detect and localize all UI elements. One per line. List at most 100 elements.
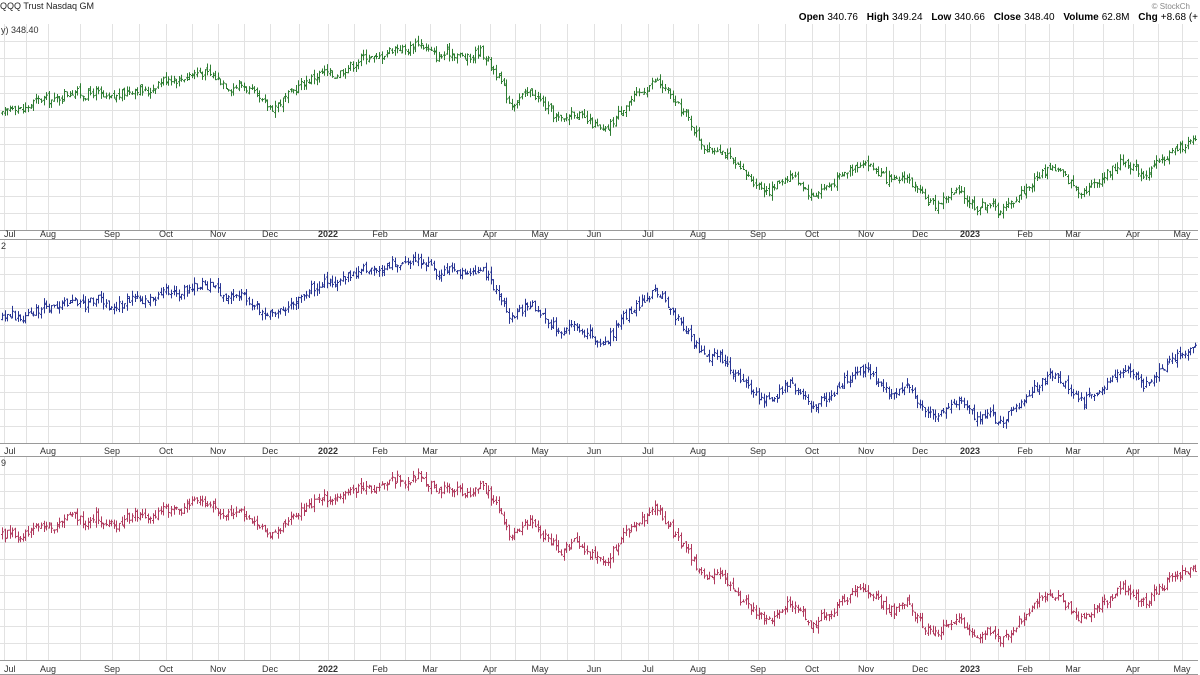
ohlc-bar [706,144,709,153]
ohlc-bar [539,309,542,318]
ohlc-bar [261,523,264,530]
ohlc-bar [921,400,924,411]
ohlc-bar [61,520,64,528]
ohlc-bar [378,52,381,60]
ohlc-bar [443,481,446,495]
ohlc-bar [448,43,451,62]
ohlc-bar [638,88,641,97]
ohlc-bar [524,298,527,317]
ohlc-bar [50,305,53,314]
ohlc-bar [568,319,571,335]
panel-label: 2 [1,241,6,251]
ohlc-bar [838,172,841,180]
ohlc-bar [407,257,410,266]
ohlc-bar [329,278,332,287]
ohlc-bar [357,266,360,279]
ohlc-bar [344,68,347,79]
ohlc-bar [890,174,893,183]
ohlc-bar [1023,399,1026,407]
ohlc-bar [110,519,113,527]
ohlc-bar [955,613,958,626]
ohlc-bar [674,308,677,326]
ohlc-bar [238,80,241,92]
ohlc-bar [612,545,615,563]
ohlc-bar [404,44,407,55]
ohlc-bar [765,614,768,625]
ohlc-bar [643,87,646,95]
ohlc-bar [596,551,599,564]
ohlc-bar [323,65,326,76]
ohlc-bar [622,310,625,325]
ohlc-bar [227,295,230,305]
ohlc-bar [1072,175,1075,187]
ohlc-bar [134,507,137,522]
ohlc-bar [573,111,576,119]
ohlc-bar [531,300,534,307]
ohlc-bar [175,286,178,297]
ohlc-bar [877,378,880,387]
ohlc-bar [89,297,92,303]
ohlc-bar [537,520,540,533]
ohlc-bar [326,271,329,289]
ohlc-bar [544,308,547,324]
ohlc-bar [505,519,508,531]
ohlc-bar [1103,385,1106,395]
ohlc-bar [898,603,901,613]
ohlc-bar [880,594,883,609]
ohlc-bar [820,183,823,199]
ohlc-bar [360,268,363,275]
ohlc-bar [565,113,568,122]
ohlc-bar [427,256,430,268]
ohlc-bar [893,392,896,400]
ohlc-bar [841,383,844,389]
ohlc-bar [674,95,677,107]
ohlc-bar [27,105,30,113]
ohlc-bar [711,353,714,367]
ohlc-bar [651,289,654,300]
x-tick-label: 2023 [960,446,980,456]
ohlc-bar [817,403,820,414]
ohlc-bar [303,294,306,301]
ohlc-bar [607,124,610,130]
ohlc-bar [425,472,428,487]
ohlc-bar [232,508,235,520]
ohlc-bar [846,597,849,606]
ohlc-bar [472,54,475,64]
panel-1: y) 348.40 Jul Aug Sep Oct Nov Dec 2022 Feb Mar Apr… [0,24,1198,240]
ohlc-bar [1153,374,1156,387]
ohlc-bar [916,394,919,409]
ohlc-bar [227,509,230,521]
ohlc-bar [903,171,906,184]
ohlc-bar [820,609,823,622]
ohlc-bar [76,299,79,307]
ohlc-bar [729,147,732,160]
ohlc-bar [885,166,888,185]
ohlc-bar [469,487,472,498]
ohlc-bar [776,180,779,190]
ohlc-bar [797,604,800,613]
ohlc-bar [968,404,971,414]
ohlc-bar [492,65,495,75]
ohlc-bar [310,280,313,295]
x-tick-label: May [531,664,549,674]
ohlc-bar [617,105,620,120]
ohlc-bar [586,545,589,555]
ohlc-bar [1085,391,1088,409]
ohlc-bar [804,391,807,400]
ohlc-bar [316,498,319,500]
ohlc-bar [425,43,428,52]
ohlc-bar [121,89,124,102]
ohlc-bar [188,498,191,510]
ohlc-bar [867,155,870,172]
ohlc-bar [750,173,753,182]
ohlc-bar [108,300,111,311]
x-tick-label: 2023 [960,664,980,674]
ohlc-bar [352,61,355,72]
ohlc-bar [960,613,963,624]
ohlc-bar [126,293,129,311]
ohlc-bar [1036,382,1039,392]
ohlc-bar [869,592,872,598]
ohlc-bar [518,528,521,533]
ohlc-bar [323,273,326,288]
